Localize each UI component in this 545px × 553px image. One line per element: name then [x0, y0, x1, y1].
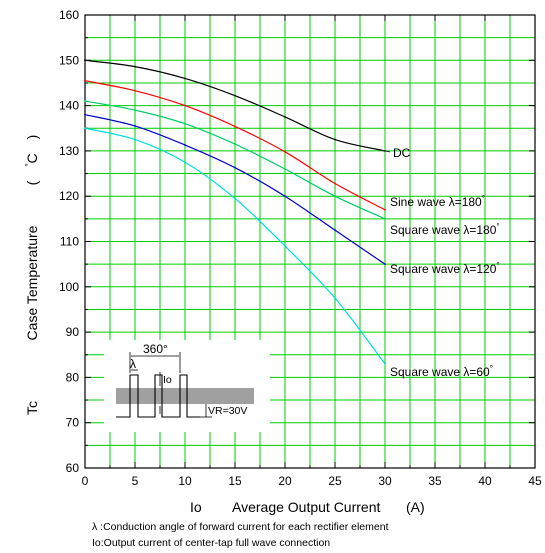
waveform-inset: 360° λ Io VR=30V: [104, 340, 270, 432]
inset-period-label: 360°: [143, 342, 168, 356]
series-point-1: [84, 79, 86, 82]
x-tick-label: 45: [528, 474, 542, 488]
x-tick-label: 35: [428, 474, 442, 488]
y-tick-label: 110: [60, 235, 79, 249]
y-tick-label: 140: [59, 99, 79, 113]
series-point-2: [334, 195, 336, 198]
series-point-3: [384, 263, 386, 266]
series-point-4: [184, 161, 186, 164]
series-point-0: [184, 77, 186, 80]
dc-leader-line: [384, 150, 391, 153]
y-axis-unit: (°C): [24, 135, 40, 186]
series-point-4: [334, 297, 336, 300]
series-point-3: [334, 229, 336, 232]
series-lines: [84, 59, 391, 365]
series-point-2: [284, 168, 286, 170]
series-point-3: [284, 195, 286, 198]
label-dc: DC: [393, 146, 411, 160]
series-point-2: [84, 100, 86, 102]
series-point-1: [184, 104, 186, 107]
series-point-0: [84, 59, 86, 62]
y-axis-label: Case Temperature: [24, 225, 40, 340]
y-axis-symbol: Tc: [24, 401, 40, 415]
x-tick-label: 25: [328, 474, 342, 488]
x-axis-unit: (A): [406, 499, 425, 515]
x-axis-symbol: Io: [190, 499, 202, 515]
series-point-1: [284, 150, 286, 153]
series-point-1: [134, 89, 136, 92]
series-point-0: [284, 116, 286, 118]
series-point-3: [84, 113, 86, 116]
series-point-2: [184, 122, 186, 125]
x-tick-label: 5: [132, 474, 139, 488]
series-point-0: [134, 65, 136, 68]
series-point-2: [134, 109, 136, 112]
x-tick-label: 30: [378, 474, 392, 488]
y-tick-label: 160: [59, 8, 79, 22]
y-tick-label: 90: [66, 325, 80, 339]
x-tick-label: 20: [278, 474, 292, 488]
axis-ticks: [84, 14, 536, 469]
series-point-3: [234, 166, 236, 169]
x-tick-labels: 0 5 10 15 20 25 30 35 40 45: [82, 474, 542, 488]
series-point-1: [334, 182, 336, 185]
inset-current-label: Io: [163, 374, 172, 386]
x-tick-label: 0: [82, 474, 89, 488]
series-point-0: [234, 94, 236, 97]
footnote-io: Io:Output current of center-tap full wav…: [92, 537, 330, 549]
series-point-4: [384, 362, 386, 365]
series-point-4: [284, 245, 286, 247]
series-point-0: [334, 138, 336, 141]
series-point-3: [134, 125, 136, 127]
series-point-1: [234, 125, 236, 128]
series-point-4: [84, 127, 86, 130]
series-point-3: [184, 144, 186, 146]
y-tick-label: 150: [59, 53, 79, 67]
series-point-4: [134, 138, 136, 141]
y-tick-label: 70: [66, 416, 80, 430]
x-tick-label: 10: [178, 474, 192, 488]
inset-voltage-label: VR=30V: [208, 405, 247, 417]
y-tick-label: 80: [66, 370, 80, 384]
y-tick-label: 60: [66, 461, 80, 475]
label-square-120: Square wave λ=120°: [390, 261, 500, 276]
footnote-lambda: λ :Conduction angle of forward current f…: [92, 521, 389, 533]
x-tick-label: 15: [228, 474, 242, 488]
grid: [85, 15, 535, 468]
inset-voltage-band: [116, 388, 254, 404]
series-point-2: [384, 217, 386, 220]
x-tick-label: 40: [478, 474, 492, 488]
label-sine-180: Sine wave λ=180°: [390, 194, 485, 209]
inset-lambda-label: λ: [130, 357, 136, 371]
y-tick-label: 130: [59, 144, 79, 158]
y-tick-label: 120: [59, 189, 79, 203]
inset-waveform: [116, 374, 200, 418]
series-point-2: [234, 143, 236, 146]
label-square-180: Square wave λ=180°: [390, 222, 500, 237]
label-square-60: Square wave λ=60°: [390, 364, 493, 379]
x-axis-label: Average Output Current: [232, 499, 380, 515]
y-tick-labels: 60 70 80 90 100 110 120 130 140 150 160: [59, 8, 79, 475]
series-point-4: [234, 197, 236, 200]
series-point-1: [384, 208, 386, 211]
y-tick-label: 100: [59, 280, 79, 294]
